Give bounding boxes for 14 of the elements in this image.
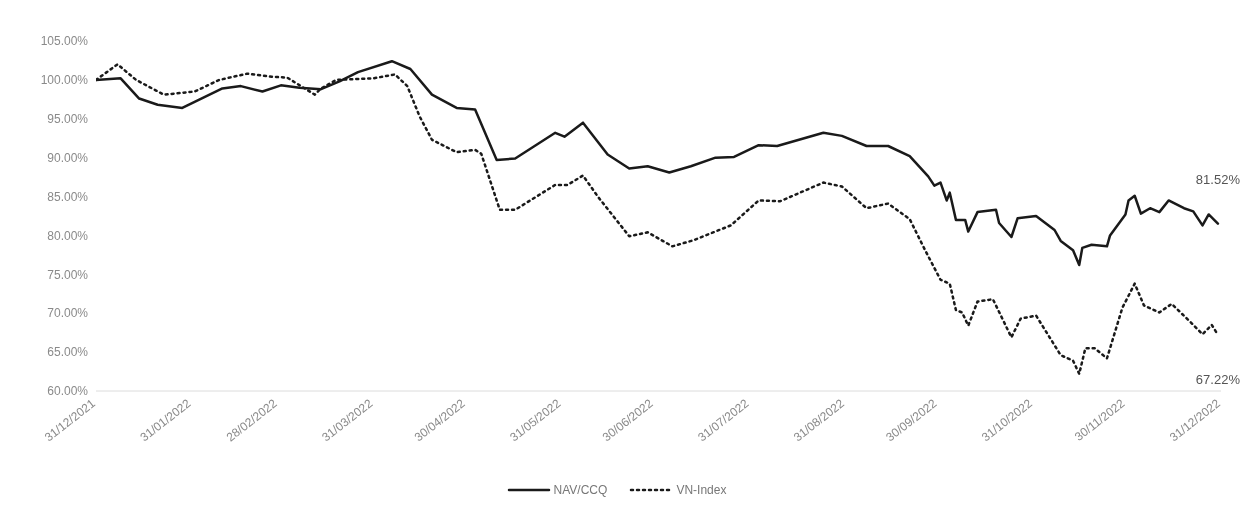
- y-tick-label: 60.00%: [47, 384, 89, 399]
- y-tick-label: 105.00%: [40, 34, 89, 49]
- y-tick-label: 65.00%: [47, 345, 89, 360]
- annotation: 67.22%: [1195, 372, 1241, 388]
- y-tick-label: 70.00%: [47, 306, 89, 321]
- legend-label: VN-Index: [676, 483, 727, 497]
- legend-label: NAV/CCQ: [553, 483, 608, 497]
- y-tick-label: 75.00%: [47, 267, 89, 282]
- y-tick-label: 95.00%: [47, 112, 89, 127]
- y-tick-label: 100.00%: [40, 73, 89, 88]
- y-tick-label: 85.00%: [47, 189, 89, 204]
- y-tick-label: 80.00%: [47, 228, 89, 243]
- annotation: 81.52%: [1195, 171, 1241, 187]
- y-tick-label: 90.00%: [47, 150, 89, 165]
